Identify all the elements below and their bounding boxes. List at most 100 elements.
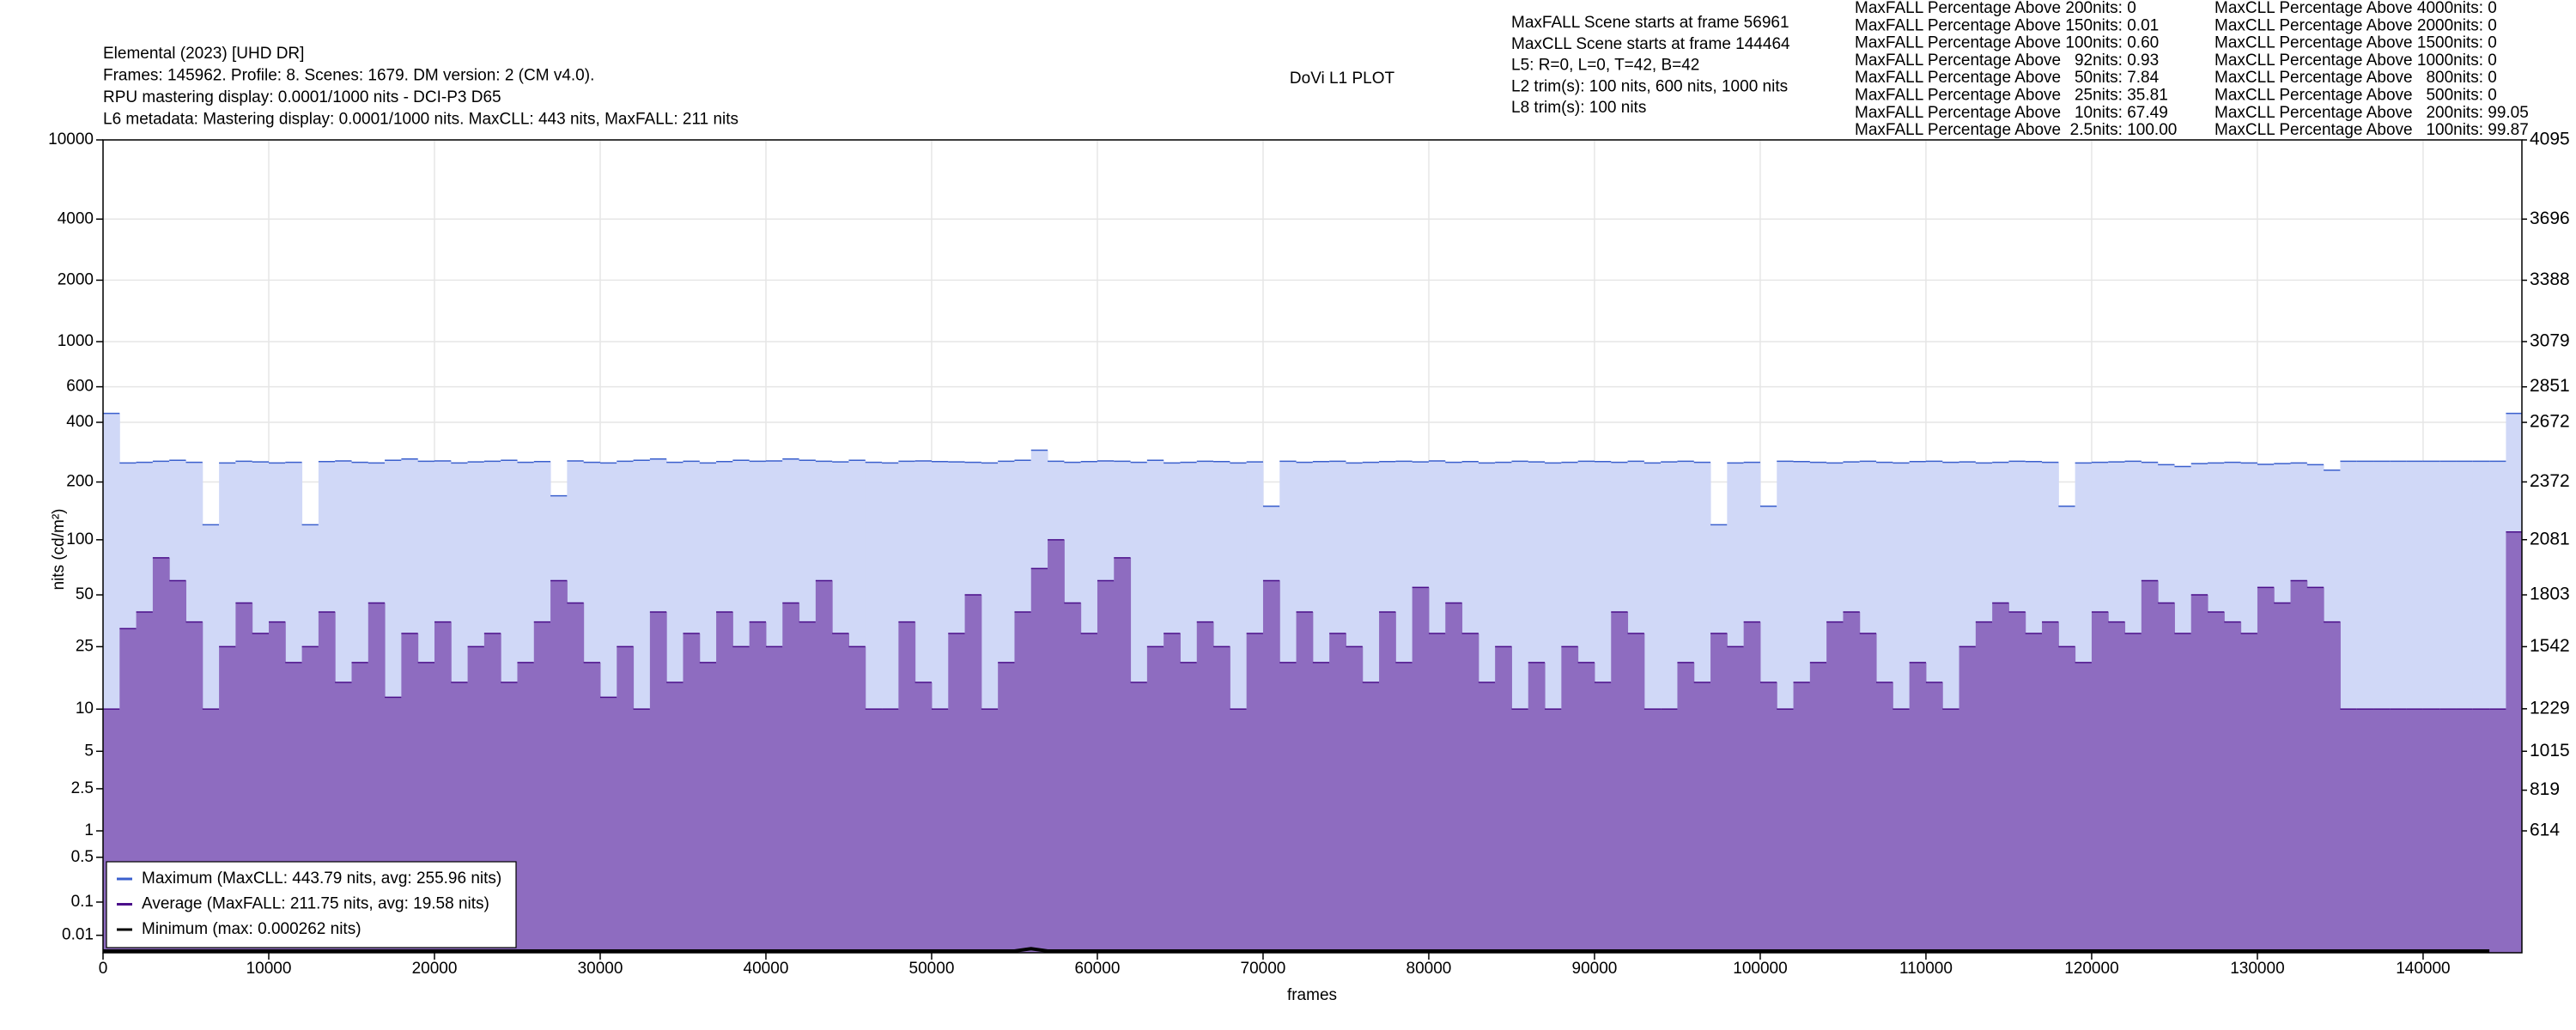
y-tick-label: 4000 (58, 209, 94, 227)
legend-label: Average (MaxFALL: 211.75 nits, avg: 19.5… (142, 895, 489, 913)
area-step (2108, 621, 2126, 953)
scene-info: L5: R=0, L=0, T=42, B=42 (1511, 57, 1699, 75)
maxcll-stat: MaxCLL Percentage Above 200nits: 99.05 (2215, 104, 2529, 122)
area-step (882, 709, 899, 953)
area-step (1428, 633, 1446, 953)
maxfall-stat: MaxFALL Percentage Above 92nits: 0.93 (1855, 52, 2159, 70)
area-step (2373, 709, 2391, 953)
area-step (1545, 709, 1562, 953)
area-step (1611, 611, 1629, 953)
area-step (1693, 682, 1711, 953)
y2-tick-label: 3388 (2530, 270, 2570, 289)
area-step (1759, 682, 1777, 953)
y-tick-label: 10 (76, 700, 94, 718)
legend-label: Maximum (MaxCLL: 443.79 nits, avg: 255.9… (142, 869, 501, 888)
area-step (617, 646, 635, 953)
x-tick-label: 50000 (909, 960, 955, 978)
area-step (732, 646, 750, 953)
area-step (1395, 662, 1413, 953)
y2-tick-label: 1803 (2530, 585, 2570, 604)
legend-box (106, 861, 517, 948)
area-step (1478, 682, 1496, 953)
x-tick-label: 120000 (2064, 960, 2118, 978)
chart-title: DoVi L1 PLOT (1290, 70, 1395, 88)
area-step (2141, 580, 2159, 953)
area-step (1893, 709, 1911, 953)
area-step (2390, 709, 2408, 953)
area-step (1213, 646, 1230, 953)
x-tick-label: 90000 (1572, 960, 1618, 978)
scene-info: L2 trim(s): 100 nits, 600 nits, 1000 nit… (1511, 77, 1788, 95)
area-step (2274, 603, 2292, 953)
area-step (1296, 611, 1314, 953)
y2-tick-label: 614 (2530, 821, 2560, 840)
area-step (567, 603, 585, 953)
x-tick-label: 0 (99, 960, 108, 978)
area-step (533, 621, 551, 953)
area-step (2075, 662, 2093, 953)
area-step (1461, 633, 1479, 953)
y2-tick-label: 1542 (2530, 636, 2570, 656)
area-step (2224, 621, 2242, 953)
area-step (2091, 611, 2109, 953)
area-step (1710, 633, 1728, 953)
x-tick-label: 100000 (1733, 960, 1787, 978)
x-tick-label: 60000 (1075, 960, 1121, 978)
area-step (716, 611, 733, 953)
area-step (1727, 646, 1745, 953)
info-line: Frames: 145962. Profile: 8. Scenes: 1679… (103, 67, 594, 85)
area-step (1809, 662, 1827, 953)
area-step (1975, 621, 1993, 953)
area-step (1080, 633, 1098, 953)
area-step (1329, 633, 1346, 953)
maxfall-stat: MaxFALL Percentage Above 2.5nits: 100.00 (1855, 121, 2177, 139)
area-step (1843, 611, 1861, 953)
area-step (1992, 603, 2009, 953)
area-step (2257, 587, 2275, 953)
y-tick-label: 600 (66, 378, 94, 396)
y2-tick-label: 1229 (2530, 698, 2570, 718)
area-step (683, 633, 701, 953)
area-step (1097, 580, 1115, 953)
y2-tick-label: 1015 (2530, 741, 2570, 760)
area-step (2489, 709, 2506, 953)
area-step (599, 697, 617, 953)
x-tick-label: 20000 (412, 960, 458, 978)
y-tick-label: 1000 (58, 332, 94, 350)
maxcll-stat: MaxCLL Percentage Above 800nits: 0 (2215, 69, 2497, 87)
maxfall-stat: MaxFALL Percentage Above 200nits: 0 (1855, 0, 2136, 17)
area-step (1379, 611, 1396, 953)
area-step (2472, 709, 2490, 953)
area-step (649, 611, 667, 953)
area-step (1030, 568, 1048, 953)
y-tick-label: 100 (66, 530, 94, 548)
area-step (1959, 646, 1977, 953)
scene-info: L8 trim(s): 100 nits (1511, 99, 1646, 117)
area-step (1048, 539, 1065, 953)
maxcll-stat: MaxCLL Percentage Above 100nits: 99.87 (2215, 121, 2529, 139)
area-step (2439, 709, 2458, 953)
area-step (832, 633, 849, 953)
y-tick-label: 5 (84, 742, 94, 760)
area-step (1909, 662, 1927, 953)
area-step (1346, 646, 1364, 953)
area-step (782, 603, 800, 953)
area-step (948, 633, 966, 953)
y2-tick-label: 4095 (2530, 130, 2570, 149)
area-step (931, 709, 949, 953)
y2-tick-label: 3696 (2530, 209, 2570, 228)
maxcll-stat: MaxCLL Percentage Above 4000nits: 0 (2215, 0, 2497, 17)
area-step (1511, 709, 1529, 953)
area-step (848, 646, 866, 953)
area-step (998, 662, 1015, 953)
plot-frame (102, 139, 2523, 954)
area-step (1064, 603, 1082, 953)
area-step (550, 580, 568, 953)
area-step (1279, 662, 1297, 953)
area-step (169, 580, 186, 953)
y-tick-label: 0.01 (62, 926, 94, 944)
legend-label: Minimum (max: 0.000262 nits) (142, 920, 361, 938)
area-step (1230, 709, 1248, 953)
area-step (2290, 580, 2308, 953)
